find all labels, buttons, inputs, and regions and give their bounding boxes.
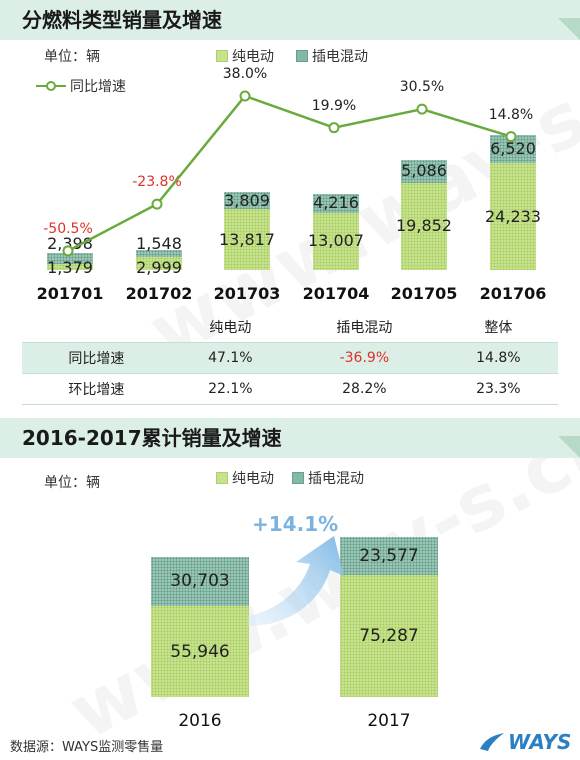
year-tick-label: 2016: [178, 711, 222, 731]
growth-label: 30.5%: [399, 79, 445, 96]
table-header-cell: [22, 312, 171, 343]
ways-logo-icon: [480, 733, 504, 751]
value-label-ev: 13,007: [308, 231, 364, 251]
value-label-ev: 24,233: [485, 206, 541, 226]
growth-line-chart: [62, 90, 517, 257]
month-tick-label: 201701: [36, 284, 104, 303]
bar-phev-201705: [401, 160, 447, 183]
bar-ev-201706: [490, 163, 536, 270]
bar-ev-201703: [224, 209, 270, 270]
table-cell: -36.9%: [289, 342, 439, 374]
value-label-ev: 75,287: [359, 626, 419, 647]
month-tick-label: 201706: [479, 284, 547, 303]
legend2-phev-swatch: [292, 472, 304, 484]
value-label-ev: 13,817: [219, 229, 275, 249]
section1-unit: 单位：辆: [44, 49, 100, 65]
legend2-ev: 纯电动: [216, 468, 274, 488]
table-row-label: 同比增速: [22, 342, 171, 374]
bar-ev-201704: [313, 212, 359, 270]
bar-phev-201703: [224, 192, 270, 210]
value-label-phev: 3,809: [224, 190, 270, 210]
legend-ev: 纯电动: [216, 46, 274, 66]
value-label-ev: 19,852: [396, 216, 452, 236]
cumulative-growth-label: +14.1%: [252, 512, 339, 536]
bar-ev-201702: [136, 256, 182, 270]
table-header-cell: 整体: [484, 320, 513, 336]
legend-phev: 插电混动: [296, 46, 368, 66]
legend2-phev-label: 插电混动: [308, 471, 364, 487]
growth-label: 19.9%: [311, 97, 357, 114]
table-cell: 14.8%: [438, 342, 558, 374]
year-tick-label: 2017: [367, 711, 411, 731]
legend-phev-label: 插电混动: [312, 49, 368, 65]
value-label-ev: 55,946: [170, 641, 230, 662]
table-row-label: 环比增速: [22, 373, 171, 405]
data-source: 数据源：WAYS监测零售量: [10, 740, 164, 755]
bar-phev-201701: [47, 253, 93, 264]
growth-stats-table: 纯电动 插电混动 整体 同比增速 47.1% -36.9% 14.8% 环比增速…: [22, 312, 558, 405]
value-label-phev: 4,216: [313, 193, 359, 213]
table-cell: 47.1%: [170, 342, 290, 374]
ways-logo-text: WAYS: [508, 730, 572, 754]
bar-phev-2017: [340, 536, 438, 576]
corner-decoration: [558, 436, 580, 458]
legend-ev-label: 纯电动: [232, 49, 274, 65]
growth-point: [239, 90, 251, 102]
growth-label: 38.0%: [222, 66, 268, 82]
legend-growth: 同比增速: [36, 76, 126, 96]
growth-arrow-icon: [248, 536, 344, 626]
value-label-phev: 30,703: [170, 571, 230, 592]
section1-title: 分燃料类型销量及增速: [0, 0, 580, 40]
bar-ev-201705: [401, 182, 447, 270]
growth-point: [151, 198, 163, 210]
growth-point: [505, 131, 517, 143]
growth-point: [416, 103, 428, 115]
legend-ev-swatch: [216, 50, 228, 62]
growth-label: 14.8%: [488, 106, 534, 123]
table-cell: 22.1%: [170, 373, 290, 405]
table-header-row: 纯电动 插电混动 整体: [22, 312, 558, 343]
value-label-phev: 6,520: [490, 139, 536, 159]
table-header-cell: 纯电动: [209, 320, 252, 336]
bar-phev-2016: [151, 556, 249, 607]
value-label-phev: 23,577: [359, 545, 419, 566]
legend2-ev-swatch: [216, 472, 228, 484]
table-cell: 23.3%: [438, 373, 558, 405]
growth-label: -23.8%: [132, 174, 182, 191]
legend-growth-line-icon: [36, 81, 66, 91]
table-row: 环比增速 22.1% 28.2% 23.3%: [22, 373, 558, 405]
bar-ev-2016: [151, 606, 249, 697]
legend2-ev-label: 纯电动: [232, 471, 274, 487]
value-label-phev: 2,398: [47, 234, 93, 253]
value-label-phev: 1,548: [136, 234, 182, 253]
section2-unit: 单位：辆: [44, 475, 100, 491]
month-tick-label: 201703: [213, 284, 281, 303]
legend-phev-swatch: [296, 50, 308, 62]
bar-ev-201701: [47, 263, 93, 270]
section2-title: 2016-2017累计销量及增速: [0, 418, 580, 458]
corner-decoration: [558, 18, 580, 40]
growth-point: [328, 122, 340, 134]
value-label-phev: 5,086: [401, 161, 447, 181]
legend-growth-label: 同比增速: [70, 79, 126, 95]
bar-phev-201702: [136, 249, 182, 257]
bar-phev-201704: [313, 194, 359, 213]
table-header-cell: 插电混动: [336, 320, 393, 336]
table-row: 同比增速 47.1% -36.9% 14.8%: [22, 342, 558, 374]
table-cell: 28.2%: [289, 373, 439, 405]
month-tick-label: 201704: [302, 284, 370, 303]
growth-point: [62, 245, 74, 257]
bar-ev-2017: [340, 575, 438, 697]
month-tick-label: 201702: [125, 284, 193, 303]
value-label-ev: 2,999: [136, 258, 182, 277]
growth-label: -50.5%: [43, 220, 93, 237]
legend2-phev: 插电混动: [292, 468, 364, 488]
value-label-ev: 1,379: [47, 258, 93, 277]
growth-line: [67, 94, 512, 252]
ways-logo: WAYS: [478, 730, 571, 754]
month-tick-label: 201705: [390, 284, 458, 303]
